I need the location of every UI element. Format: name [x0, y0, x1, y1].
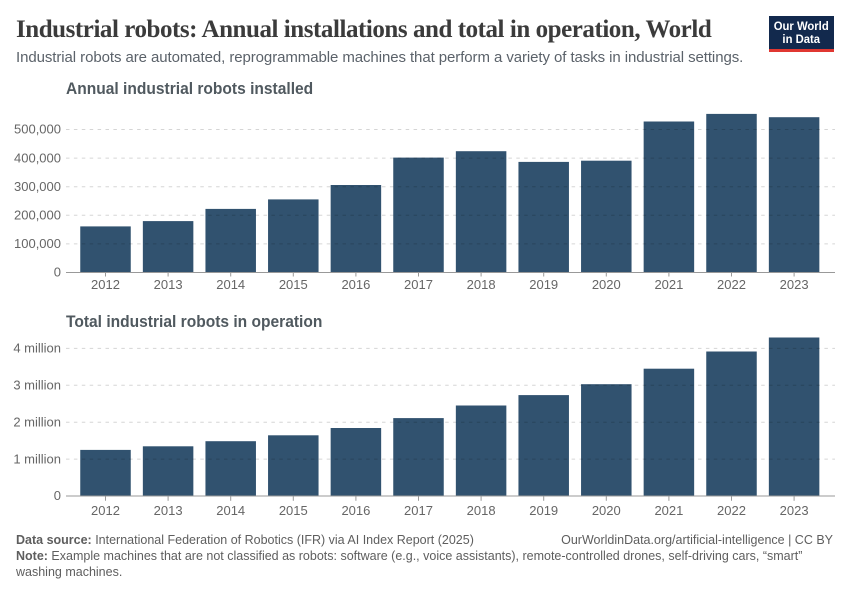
svg-text:100,000: 100,000 — [14, 236, 61, 251]
svg-text:0: 0 — [54, 488, 61, 503]
svg-text:1 million: 1 million — [13, 451, 61, 466]
svg-text:2019: 2019 — [529, 277, 558, 292]
svg-text:0: 0 — [54, 265, 61, 280]
svg-text:2017: 2017 — [404, 503, 433, 518]
svg-text:300,000: 300,000 — [14, 179, 61, 194]
svg-text:2021: 2021 — [654, 277, 683, 292]
svg-text:2020: 2020 — [592, 503, 621, 518]
svg-text:2023: 2023 — [780, 277, 809, 292]
svg-text:2022: 2022 — [717, 277, 746, 292]
svg-text:2012: 2012 — [91, 503, 120, 518]
svg-text:2012: 2012 — [91, 277, 120, 292]
svg-text:400,000: 400,000 — [14, 150, 61, 165]
svg-text:2023: 2023 — [780, 503, 809, 518]
svg-text:200,000: 200,000 — [14, 208, 61, 223]
svg-text:4 million: 4 million — [13, 341, 61, 356]
svg-text:2015: 2015 — [279, 503, 308, 518]
svg-text:2015: 2015 — [279, 277, 308, 292]
svg-text:2016: 2016 — [341, 503, 370, 518]
svg-text:2020: 2020 — [592, 277, 621, 292]
svg-text:2022: 2022 — [717, 503, 746, 518]
svg-text:2021: 2021 — [654, 503, 683, 518]
svg-text:2019: 2019 — [529, 503, 558, 518]
svg-text:500,000: 500,000 — [14, 122, 61, 137]
svg-text:2018: 2018 — [467, 277, 496, 292]
svg-text:2 million: 2 million — [13, 414, 61, 429]
svg-text:2013: 2013 — [154, 277, 183, 292]
svg-text:3 million: 3 million — [13, 378, 61, 393]
svg-text:2017: 2017 — [404, 277, 433, 292]
svg-text:2013: 2013 — [154, 503, 183, 518]
svg-text:2014: 2014 — [216, 503, 245, 518]
svg-text:2014: 2014 — [216, 277, 245, 292]
svg-text:2016: 2016 — [341, 277, 370, 292]
svg-text:2018: 2018 — [467, 503, 496, 518]
